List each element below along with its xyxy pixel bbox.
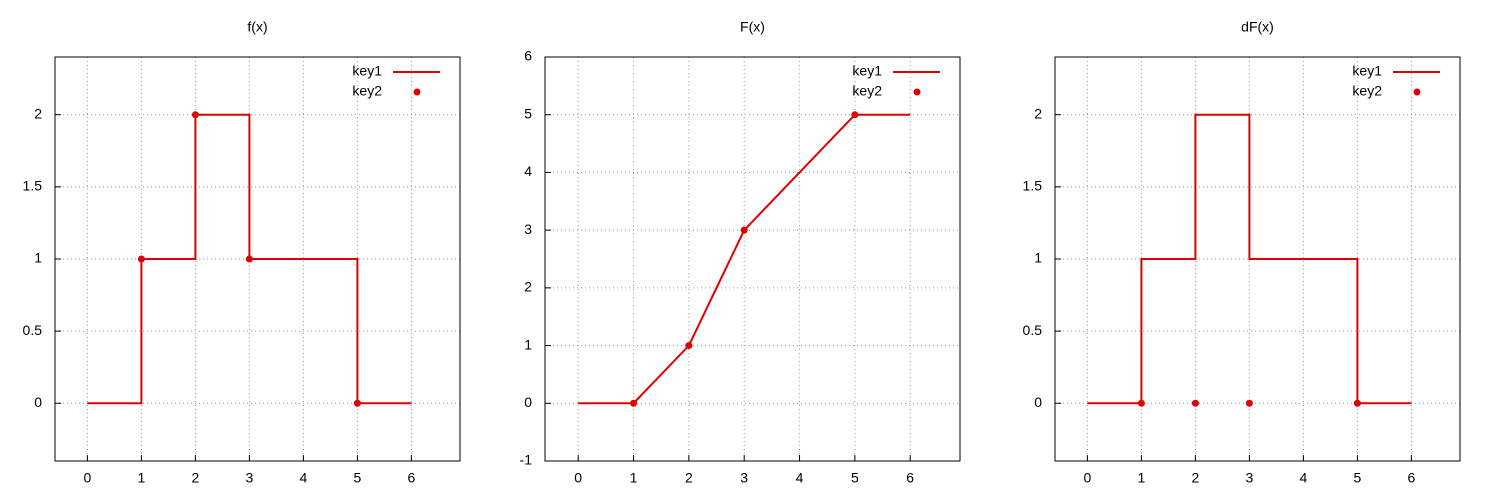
legend-label: key2 <box>852 83 882 99</box>
y-tick-label: 1 <box>524 336 532 352</box>
y-tick-label: 0.5 <box>1023 322 1043 338</box>
plot-frame <box>54 56 461 462</box>
y-tick-label: -1 <box>520 452 533 468</box>
x-tick-label: 2 <box>685 470 693 486</box>
data-point <box>685 342 693 350</box>
x-tick-label: 2 <box>1192 470 1200 486</box>
y-tick-label: 1 <box>1034 250 1042 266</box>
legend-label: key1 <box>1352 63 1382 79</box>
x-tick-label: 0 <box>84 470 92 486</box>
data-point <box>137 255 145 263</box>
plot-frame <box>1054 56 1461 462</box>
y-tick-label: 2 <box>524 279 532 295</box>
x-tick-label: 1 <box>630 470 638 486</box>
x-tick-label: 3 <box>1246 470 1254 486</box>
chart-title: dF(x) <box>1241 19 1274 35</box>
x-tick-label: 5 <box>1354 470 1362 486</box>
y-tick-label: 0 <box>34 394 42 410</box>
y-tick-label: 4 <box>524 163 532 179</box>
data-line <box>578 113 911 405</box>
data-point <box>851 111 859 119</box>
data-line <box>87 113 412 405</box>
x-tick-label: 3 <box>740 470 748 486</box>
data-point <box>353 399 361 407</box>
data-point <box>245 255 253 263</box>
x-tick-label: 5 <box>851 470 859 486</box>
y-tick-label: 1.5 <box>23 178 43 194</box>
chart-title: f(x) <box>247 19 267 35</box>
y-tick-label: 1.5 <box>1023 178 1043 194</box>
data-point <box>630 399 638 407</box>
data-line <box>1087 113 1412 405</box>
y-tick-label: 6 <box>524 48 532 64</box>
data-point <box>191 111 199 119</box>
x-tick-label: 0 <box>574 470 582 486</box>
y-tick-label: 3 <box>524 221 532 237</box>
x-tick-label: 4 <box>796 470 804 486</box>
legend-label: key2 <box>1352 83 1382 99</box>
y-tick-label: 0 <box>524 394 532 410</box>
data-point <box>1353 399 1361 407</box>
x-tick-label: 6 <box>1408 470 1416 486</box>
y-tick-label: 0.5 <box>23 322 43 338</box>
x-tick-label: 6 <box>408 470 416 486</box>
x-tick-label: 1 <box>1138 470 1146 486</box>
y-tick-label: 2 <box>1034 105 1042 121</box>
y-tick-label: 1 <box>34 250 42 266</box>
legend-label: key1 <box>852 63 882 79</box>
y-tick-label: 2 <box>34 105 42 121</box>
legend-label: key1 <box>352 63 382 79</box>
legend-point <box>1413 88 1421 96</box>
x-tick-label: 4 <box>1300 470 1308 486</box>
legend-point <box>913 88 921 96</box>
x-tick-label: 0 <box>1084 470 1092 486</box>
x-tick-label: 1 <box>138 470 146 486</box>
legend-label: key2 <box>352 83 382 99</box>
x-tick-label: 6 <box>906 470 914 486</box>
chart-title: F(x) <box>740 19 765 35</box>
legend-point <box>413 88 421 96</box>
data-point <box>1245 399 1253 407</box>
y-tick-label: 0 <box>1034 394 1042 410</box>
data-point <box>1137 399 1145 407</box>
x-tick-label: 3 <box>246 470 254 486</box>
data-point <box>740 226 748 234</box>
y-tick-label: 5 <box>524 105 532 121</box>
x-tick-label: 4 <box>300 470 308 486</box>
plot-frame <box>544 56 961 462</box>
x-tick-label: 5 <box>354 470 362 486</box>
x-tick-label: 2 <box>192 470 200 486</box>
data-point <box>1191 399 1199 407</box>
